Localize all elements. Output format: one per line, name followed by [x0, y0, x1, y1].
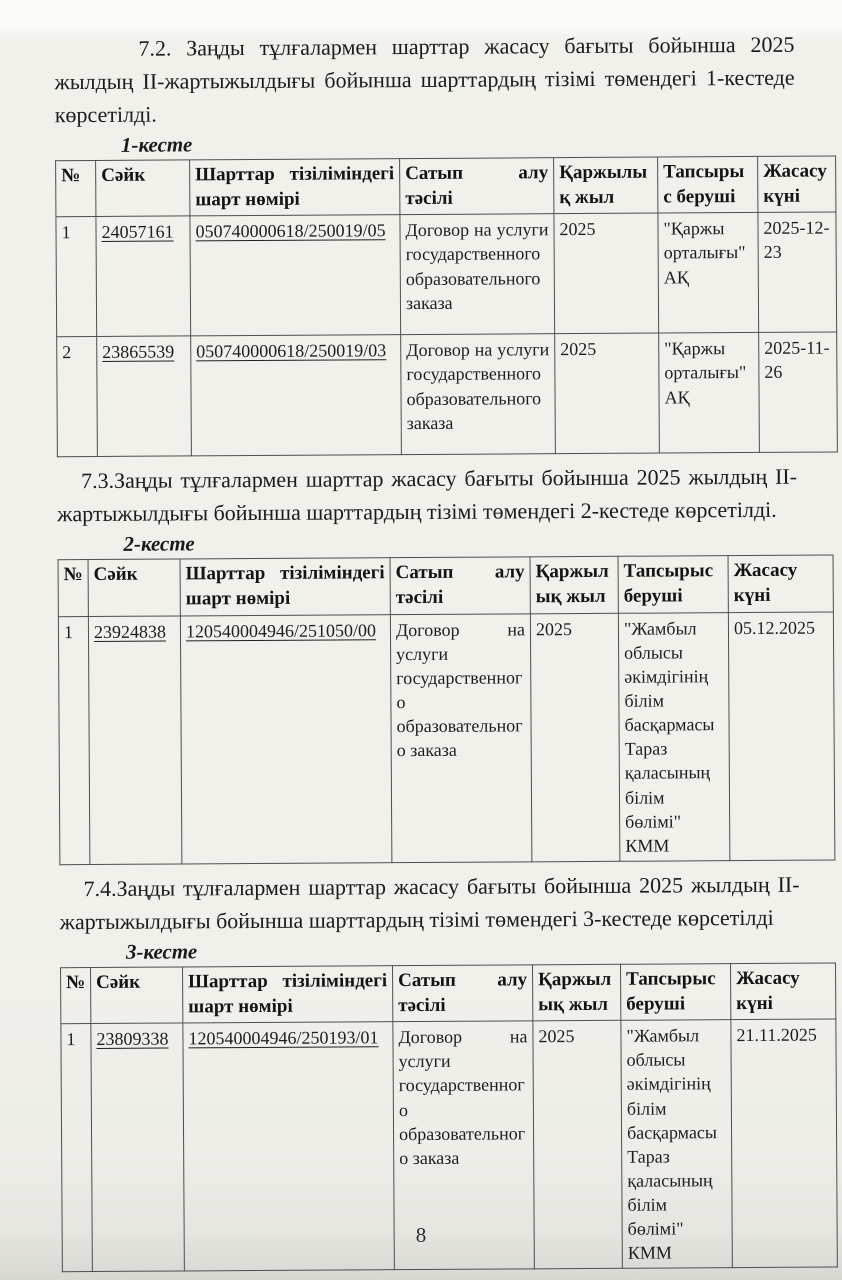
column-header-fiscal-year: Қаржылық жыл — [553, 157, 658, 215]
table-row: 2 23865539 050740000618/250019/03 Догово… — [56, 332, 838, 458]
column-header-contract-number: Шарттар тізіліміндегі шарт нөмірі — [180, 558, 391, 616]
cell-signed-date: 05.12.2025 — [728, 611, 835, 861]
cell-signed-date: 2025-11-26 — [758, 332, 838, 453]
table-header-row: № Сәйк Шарттар тізіліміндегі шарт нөмірі… — [55, 155, 836, 218]
table-caption-2: 2-кесте — [123, 531, 195, 557]
column-header-customer: Тапсырыс беруші — [618, 555, 729, 614]
cell-fiscal-year: 2025 — [553, 213, 659, 335]
cell-contract-number: 050740000618/250019/03 — [190, 334, 402, 457]
paragraph-7-2: 7.2. Заңды тұлғалармен шарттар жасасу ба… — [54, 31, 795, 128]
paragraph-7-3: 7.3.Заңды тұлғалармен шарттар жасасу бағ… — [57, 464, 798, 527]
id-value: 24057161 — [101, 221, 174, 243]
cell-method: Договор на услуги государственного образ… — [390, 613, 532, 863]
column-header-contract-number: Шарттар тізіліміндегі шарт нөмірі — [182, 965, 393, 1024]
contract-number-value: 050740000618/250019/03 — [196, 340, 387, 362]
table-row: 1 24057161 050740000618/250019/05 Догово… — [55, 212, 837, 338]
table-header-row: № Сәйк Шарттар тізіліміндегі шарт нөмірі… — [60, 962, 836, 1024]
column-header-signed-date: Жасасу күні — [757, 155, 836, 213]
id-value: 23865539 — [102, 341, 175, 363]
column-header-fiscal-year: Қаржылық жыл — [532, 964, 621, 1022]
cell-method: Договор на услуги государственного образ… — [400, 334, 556, 455]
cell-contract-number: 050740000618/250019/05 — [189, 214, 401, 337]
cell-no: 1 — [58, 616, 90, 865]
id-value: 23809338 — [96, 1028, 169, 1050]
column-header-signed-date: Жасасу күні — [728, 555, 834, 613]
column-header-no: № — [60, 967, 91, 1024]
column-header-method: Сатып алу тәсілі — [399, 157, 554, 215]
contract-number-value: 120540004946/250193/01 — [188, 1027, 379, 1049]
cell-signed-date: 2025-12-23 — [757, 212, 837, 333]
column-header-id: Сәйк — [88, 559, 181, 617]
table-caption-3: 3-кесте — [125, 939, 198, 964]
column-header-id: Сәйк — [90, 966, 183, 1024]
table-row: 1 23924838 120540004946/251050/00 Догово… — [58, 611, 835, 865]
cell-id: 23924838 — [88, 615, 182, 865]
column-header-method: Сатып алу тәсілі — [390, 557, 531, 615]
column-header-no: № — [55, 160, 96, 218]
column-header-signed-date: Жасасу күні — [730, 962, 836, 1020]
cell-method: Договор на услуги государственного образ… — [399, 214, 555, 335]
column-header-method: Сатып алу тәсілі — [392, 964, 533, 1022]
column-header-contract-number: Шарттар тізіліміндегі шарт нөмірі — [189, 158, 400, 217]
cell-customer: "Қаржы орталығы" АҚ — [657, 212, 759, 334]
table-caption-1: 1-кесте — [120, 132, 193, 157]
id-value: 23924838 — [93, 621, 167, 642]
paragraph-7-4: 7.4.Заңды тұлғалармен шарттар жасасу бағ… — [59, 871, 800, 935]
cell-fiscal-year: 2025 — [530, 613, 620, 862]
cell-contract-number: 120540004946/251050/00 — [180, 614, 392, 864]
contract-number-value: 050740000618/250019/05 — [195, 220, 386, 242]
contract-number-value: 120540004946/251050/00 — [185, 620, 377, 642]
page-number: 8 — [415, 1223, 427, 1247]
contracts-table-2: № Сәйк Шарттар тізіліміндегі шарт нөмірі… — [58, 555, 836, 865]
cell-customer: "Жамбыл облысы әкімдігінің білім басқарм… — [618, 612, 730, 862]
cell-no: 1 — [55, 216, 97, 338]
cell-id: 24057161 — [95, 216, 191, 337]
cell-id: 23865539 — [96, 336, 192, 457]
column-header-customer: Тапсырыс беруші — [657, 156, 758, 214]
cell-fiscal-year: 2025 — [554, 333, 660, 455]
column-header-customer: Тапсырыс беруші — [620, 963, 731, 1021]
column-header-fiscal-year: Қаржылық жыл — [530, 556, 619, 614]
table-header-row: № Сәйк Шарттар тізіліміндегі шарт нөмірі… — [58, 555, 834, 617]
contracts-table-1: № Сәйк Шарттар тізіліміндегі шарт нөмірі… — [55, 155, 838, 458]
cell-customer: "Қаржы орталығы" АҚ — [658, 332, 760, 454]
column-header-id: Сәйк — [95, 159, 190, 217]
cell-no: 2 — [56, 336, 98, 458]
column-header-no: № — [58, 559, 89, 617]
